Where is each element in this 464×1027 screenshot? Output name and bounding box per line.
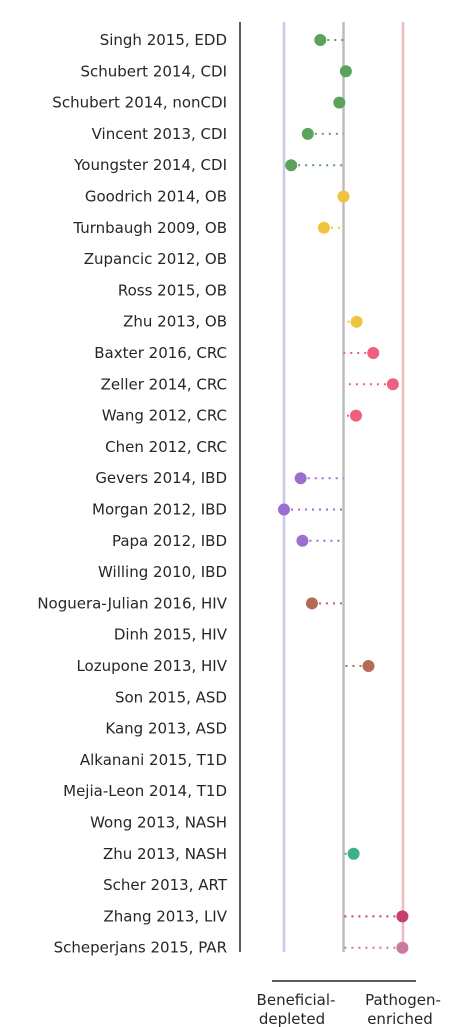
y-label: Dinh 2015, HIV [114, 626, 228, 644]
x-label-left-line1: Beneficial- [257, 991, 336, 1009]
y-label: Chen 2012, CRC [105, 438, 227, 456]
y-label: Mejia-Leon 2014, T1D [63, 782, 227, 800]
y-label: Zupancic 2012, OB [84, 250, 227, 268]
y-label: Papa 2012, IBD [112, 532, 227, 550]
y-label: Son 2015, ASD [115, 688, 227, 706]
dotted-stems [284, 39, 403, 949]
data-point [333, 96, 346, 109]
y-label: Lozupone 2013, HIV [76, 657, 227, 675]
y-label: Willing 2010, IBD [98, 563, 227, 581]
y-label: Baxter 2016, CRC [94, 344, 227, 362]
y-label: Wong 2013, NASH [90, 814, 227, 832]
y-label: Youngster 2014, CDI [73, 156, 227, 174]
data-point [350, 315, 363, 328]
y-label: Gevers 2014, IBD [95, 469, 227, 487]
data-point [349, 409, 362, 422]
y-label: Zeller 2014, CRC [101, 375, 227, 393]
y-label: Vincent 2013, CDI [92, 125, 227, 143]
data-point [396, 941, 409, 954]
data-point [296, 534, 309, 547]
x-label-left-line2: depleted [259, 1010, 325, 1027]
y-label: Scher 2013, ART [103, 876, 228, 894]
y-label: Zhu 2013, OB [123, 313, 227, 331]
y-label: Morgan 2012, IBD [92, 501, 227, 519]
y-label: Noguera-Julian 2016, HIV [37, 594, 227, 612]
y-label: Schubert 2014, CDI [80, 62, 227, 80]
data-point [294, 472, 307, 485]
data-point [278, 503, 290, 516]
x-label-right-line1: Pathogen- [365, 991, 441, 1009]
y-label: Schubert 2014, nonCDI [52, 94, 227, 112]
y-label: Zhang 2013, LIV [103, 907, 227, 925]
data-point [347, 847, 360, 860]
data-point [362, 660, 375, 672]
reference-lines [282, 22, 405, 952]
y-label: Zhu 2013, NASH [103, 845, 227, 863]
data-point [339, 65, 352, 78]
data-point [314, 34, 327, 46]
data-point [305, 597, 318, 610]
y-label: Alkanani 2015, T1D [80, 751, 227, 769]
data-point [396, 910, 409, 923]
y-label: Turnbaugh 2009, OB [72, 219, 227, 237]
y-label: Scheperjans 2015, PAR [54, 939, 227, 957]
y-label: Ross 2015, OB [118, 281, 227, 299]
data-point [386, 378, 399, 391]
y-label: Singh 2015, EDD [100, 31, 227, 49]
y-tick-labels: Singh 2015, EDD Schubert 2014, CDI Schuber… [37, 31, 228, 957]
x-label-right-line2: enriched [367, 1010, 433, 1027]
y-label: Kang 2013, ASD [105, 720, 227, 738]
data-point [337, 190, 350, 203]
data-point [301, 127, 314, 140]
y-label: Wang 2012, CRC [102, 407, 227, 425]
data-point [285, 159, 298, 172]
data-point [367, 347, 380, 359]
y-label: Goodrich 2014, OB [85, 188, 227, 206]
data-points [278, 34, 409, 954]
data-point [317, 221, 330, 234]
